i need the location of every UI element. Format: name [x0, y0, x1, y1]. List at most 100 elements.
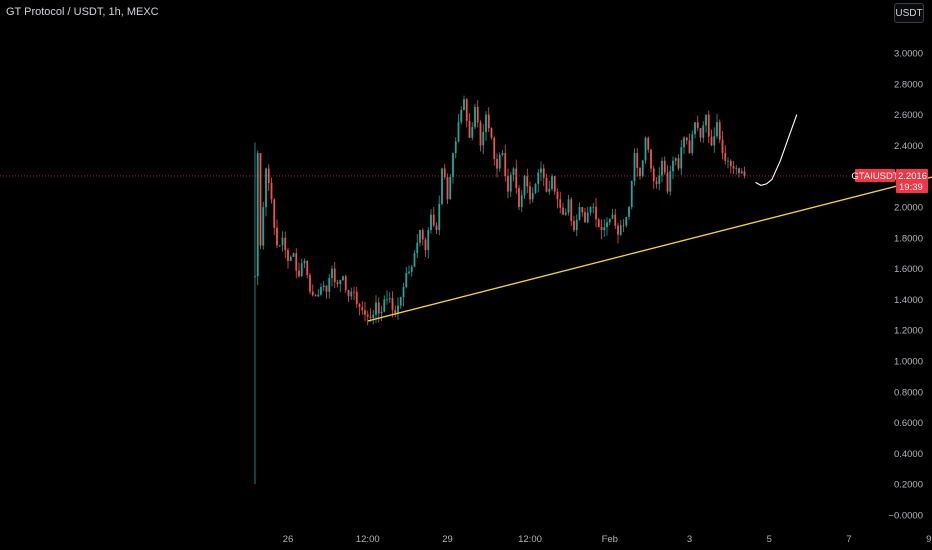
candle	[427, 227, 430, 259]
y-tick-label: 1.0000	[894, 357, 923, 368]
candle	[441, 167, 443, 206]
candle	[564, 208, 567, 217]
candle	[542, 164, 545, 186]
y-tick-label: 0.8000	[894, 387, 923, 398]
candle	[729, 159, 732, 174]
candle	[507, 168, 509, 199]
candle	[504, 144, 507, 182]
chart-title: GT Protocol / USDT, 1h, MEXC	[6, 6, 159, 18]
candle	[738, 167, 740, 178]
y-tick-label: 2.6000	[894, 110, 923, 121]
candle	[394, 305, 397, 318]
candle	[674, 157, 677, 166]
candle	[619, 219, 622, 237]
candle	[333, 261, 336, 289]
candle	[306, 260, 309, 279]
symbol-tag	[855, 168, 895, 182]
candle	[630, 180, 633, 210]
candle	[419, 229, 421, 247]
candle	[267, 164, 270, 192]
candle	[292, 252, 295, 258]
candle	[663, 156, 666, 175]
candle	[468, 112, 471, 138]
candle	[355, 286, 358, 309]
candle	[485, 111, 487, 141]
candle	[424, 237, 427, 257]
currency-button[interactable]: USDT	[894, 3, 924, 23]
candle	[641, 159, 644, 178]
candle	[336, 279, 339, 288]
candle	[584, 207, 586, 223]
candle	[740, 167, 743, 174]
y-tick-label: 1.6000	[894, 264, 923, 275]
candle	[534, 183, 537, 195]
candle	[320, 283, 322, 296]
candle	[652, 165, 655, 189]
countdown-label: 19:39	[899, 182, 923, 193]
candle	[655, 177, 658, 189]
candle	[672, 156, 674, 180]
candle	[666, 165, 669, 194]
trendline-stroke	[367, 176, 932, 322]
candle	[702, 121, 705, 143]
candle	[611, 209, 614, 220]
candle	[482, 123, 485, 155]
candle	[537, 169, 540, 193]
x-tick-label: 12:00	[518, 534, 542, 545]
candle	[443, 164, 446, 180]
candle	[410, 264, 413, 277]
candle	[416, 233, 419, 258]
candle	[463, 95, 465, 111]
candle	[493, 136, 496, 166]
candle	[680, 139, 683, 175]
candle	[298, 262, 300, 278]
candle	[432, 207, 435, 228]
candle	[421, 228, 424, 246]
x-tick-label: 12:00	[356, 534, 380, 545]
candle	[262, 201, 265, 250]
candle	[575, 214, 578, 237]
candle	[548, 180, 551, 195]
candle	[718, 119, 721, 144]
y-tick-label: 0.2000	[894, 480, 923, 491]
candle	[545, 173, 548, 193]
candle	[289, 255, 292, 262]
candle	[523, 175, 526, 199]
x-tick-label: 29	[442, 534, 453, 545]
candle	[408, 265, 410, 275]
candle	[361, 300, 364, 315]
candle	[405, 266, 408, 289]
x-tick-label: Feb	[602, 534, 618, 545]
y-tick-label: 1.8000	[894, 233, 923, 244]
candle	[438, 195, 441, 236]
candle	[364, 301, 366, 322]
candle	[608, 218, 611, 226]
candle	[402, 282, 405, 307]
candle	[710, 129, 713, 147]
candle	[353, 286, 355, 301]
candle	[628, 205, 630, 220]
candle	[512, 167, 515, 182]
candle	[732, 160, 735, 174]
candle	[452, 152, 454, 184]
candle	[254, 142, 256, 485]
candle	[518, 185, 520, 211]
candle	[309, 272, 311, 295]
candle	[314, 293, 317, 297]
candle	[658, 167, 661, 191]
y-tick-label: 1.2000	[894, 326, 923, 337]
candle	[553, 175, 556, 195]
candle	[707, 110, 710, 144]
candle	[724, 145, 727, 165]
candle	[694, 122, 696, 139]
candle	[696, 115, 699, 132]
candle	[509, 172, 512, 198]
candle	[685, 136, 688, 145]
candle	[460, 106, 463, 125]
y-axis: 3.00002.80002.60002.40002.20002.00001.80…	[888, 49, 923, 522]
candle	[284, 231, 287, 259]
candle	[716, 113, 718, 139]
y-tick-label: 3.0000	[894, 49, 923, 60]
candle	[677, 154, 680, 171]
